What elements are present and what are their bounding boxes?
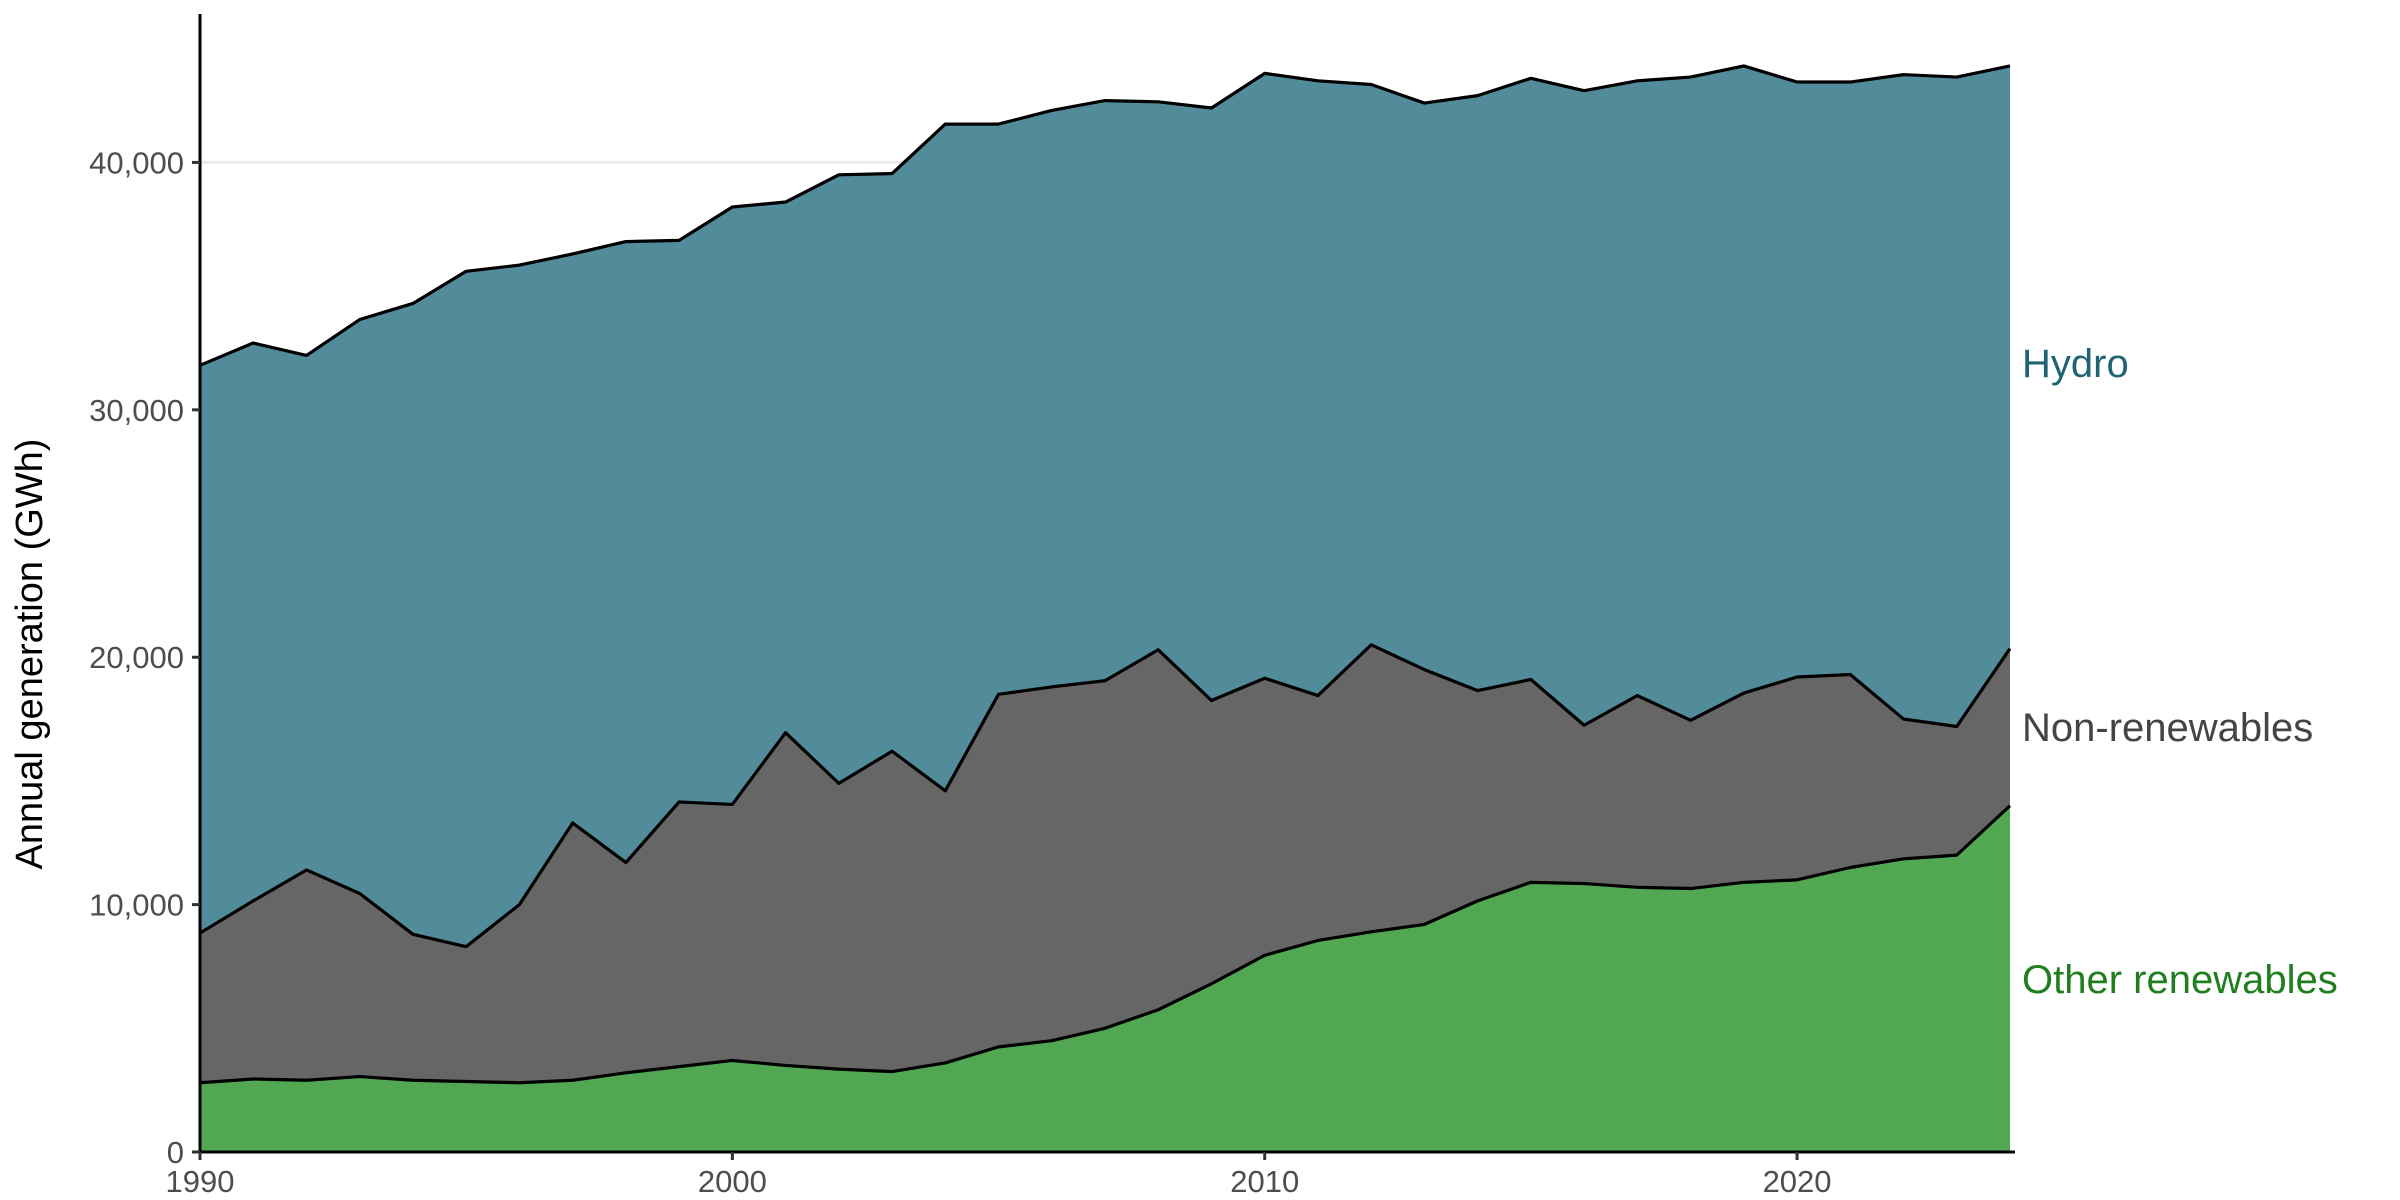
y-tick-label: 0: [167, 1135, 184, 1170]
series-label-hydro: Hydro: [2022, 342, 2129, 386]
series-areas: [200, 65, 2010, 1152]
x-tick-label: 2020: [1763, 1164, 1832, 1199]
series-label-other-renewables: Other renewables: [2022, 958, 2338, 1002]
y-tick-label: 10,000: [89, 888, 184, 923]
line-non-renewables: [199, 643, 2012, 949]
y-tick-label: 40,000: [89, 145, 184, 180]
area-non-renewables: [200, 644, 2010, 1083]
series-labels: Other renewables Non-renewables Hydro: [2022, 342, 2338, 1002]
y-tick-label: 20,000: [89, 640, 184, 675]
tick-labels: 0 10,000 20,000 30,000 40,000 1990 2000 2010 202…: [89, 145, 1831, 1199]
line-other-renewables: [199, 804, 2012, 1085]
area-other-renewables: [200, 805, 2010, 1152]
y-axis-title: Annual generation (GWh): [9, 439, 51, 870]
x-tick-label: 2010: [1230, 1164, 1299, 1199]
area-hydro: [200, 65, 2010, 947]
axes: [198, 14, 2015, 1154]
series-label-non-renewables: Non-renewables: [2022, 706, 2313, 750]
x-tick-label: 1990: [166, 1164, 235, 1199]
line-hydro: [199, 64, 2011, 367]
series-boundary-lines: [199, 64, 2012, 1085]
y-tick-label: 30,000: [89, 393, 184, 428]
x-tick-label: 2000: [698, 1164, 767, 1199]
